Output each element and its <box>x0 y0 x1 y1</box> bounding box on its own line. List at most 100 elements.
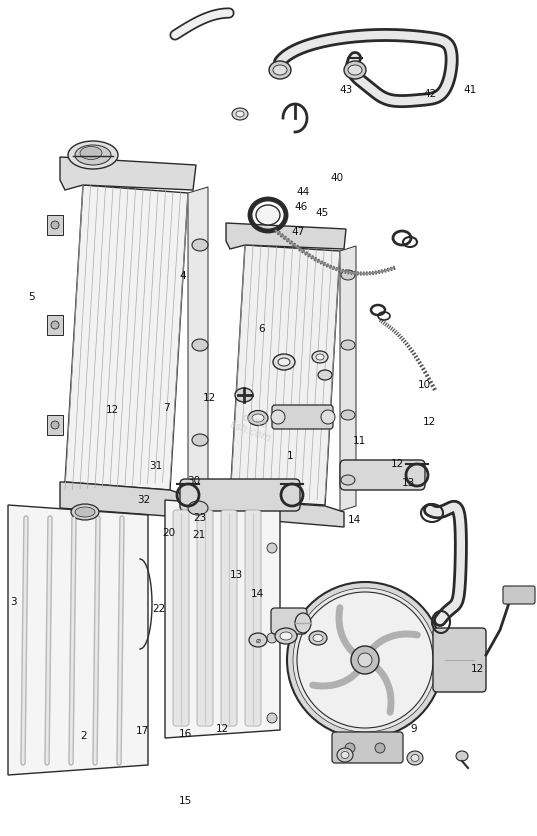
Text: 10: 10 <box>418 380 431 390</box>
Ellipse shape <box>236 111 244 117</box>
FancyBboxPatch shape <box>503 586 535 604</box>
Text: 42: 42 <box>423 89 436 99</box>
Text: 47: 47 <box>292 227 304 237</box>
Polygon shape <box>230 245 340 505</box>
Ellipse shape <box>456 751 468 761</box>
Circle shape <box>287 582 443 738</box>
Ellipse shape <box>256 205 280 225</box>
Text: 12: 12 <box>216 724 229 734</box>
Ellipse shape <box>188 501 208 515</box>
Text: 20: 20 <box>163 528 176 538</box>
FancyBboxPatch shape <box>272 405 333 429</box>
FancyBboxPatch shape <box>180 479 300 511</box>
Polygon shape <box>226 500 344 527</box>
Text: 45: 45 <box>316 208 329 218</box>
FancyBboxPatch shape <box>197 510 213 726</box>
Ellipse shape <box>309 631 327 645</box>
Ellipse shape <box>235 388 253 402</box>
Text: 30: 30 <box>187 476 200 486</box>
Ellipse shape <box>248 410 268 426</box>
Ellipse shape <box>269 61 291 79</box>
Text: 13: 13 <box>230 570 243 580</box>
FancyBboxPatch shape <box>433 628 486 692</box>
Ellipse shape <box>275 628 297 644</box>
Ellipse shape <box>313 635 323 641</box>
Text: 15: 15 <box>179 796 192 806</box>
Ellipse shape <box>271 410 285 424</box>
Polygon shape <box>340 246 356 511</box>
Ellipse shape <box>267 543 277 553</box>
Circle shape <box>293 588 437 732</box>
Text: 1: 1 <box>287 451 293 461</box>
FancyBboxPatch shape <box>221 510 237 726</box>
Ellipse shape <box>80 146 102 160</box>
Text: 22: 22 <box>152 604 165 614</box>
Ellipse shape <box>295 613 311 633</box>
Text: 5: 5 <box>28 292 34 302</box>
Ellipse shape <box>51 221 59 229</box>
Ellipse shape <box>407 751 423 765</box>
Ellipse shape <box>75 507 95 517</box>
Text: 12: 12 <box>106 405 119 415</box>
Text: 31: 31 <box>149 461 162 472</box>
Ellipse shape <box>71 504 99 520</box>
Text: 12: 12 <box>423 417 436 427</box>
Polygon shape <box>47 215 63 235</box>
Ellipse shape <box>273 65 287 75</box>
FancyBboxPatch shape <box>340 460 425 490</box>
Ellipse shape <box>51 421 59 429</box>
Polygon shape <box>60 157 196 190</box>
Ellipse shape <box>341 340 355 350</box>
Polygon shape <box>8 505 148 775</box>
Ellipse shape <box>68 141 118 169</box>
Ellipse shape <box>280 632 292 640</box>
Ellipse shape <box>192 434 208 446</box>
Ellipse shape <box>318 370 332 380</box>
Ellipse shape <box>75 145 111 165</box>
Text: 3: 3 <box>10 597 17 607</box>
Text: 14: 14 <box>251 589 264 599</box>
Text: 4: 4 <box>179 271 186 281</box>
FancyBboxPatch shape <box>271 608 307 634</box>
Text: 2: 2 <box>80 731 86 741</box>
Text: 43: 43 <box>340 85 353 95</box>
Text: 12: 12 <box>391 459 404 469</box>
Ellipse shape <box>337 748 353 762</box>
Text: 21: 21 <box>192 530 205 540</box>
Polygon shape <box>47 415 63 435</box>
Text: 13: 13 <box>402 478 415 488</box>
Ellipse shape <box>192 339 208 351</box>
Ellipse shape <box>344 61 366 79</box>
Text: 44: 44 <box>297 187 310 197</box>
Ellipse shape <box>341 752 349 758</box>
Ellipse shape <box>252 414 264 422</box>
Ellipse shape <box>375 743 385 753</box>
Text: 6: 6 <box>259 324 265 334</box>
Ellipse shape <box>348 65 362 75</box>
Ellipse shape <box>341 270 355 280</box>
Text: 16: 16 <box>179 729 192 739</box>
Ellipse shape <box>345 743 355 753</box>
Ellipse shape <box>316 354 324 360</box>
Circle shape <box>358 653 372 667</box>
Text: ⌀: ⌀ <box>256 635 260 645</box>
Text: 11: 11 <box>353 436 366 446</box>
Ellipse shape <box>341 475 355 485</box>
Polygon shape <box>47 315 63 335</box>
Ellipse shape <box>278 358 290 366</box>
Ellipse shape <box>273 354 295 370</box>
Ellipse shape <box>411 755 419 762</box>
Text: 17: 17 <box>136 726 149 737</box>
Ellipse shape <box>232 108 248 120</box>
Ellipse shape <box>321 410 335 424</box>
Text: 9: 9 <box>410 724 417 734</box>
FancyBboxPatch shape <box>245 510 261 726</box>
FancyBboxPatch shape <box>173 510 189 726</box>
Ellipse shape <box>267 633 277 643</box>
Ellipse shape <box>312 351 328 363</box>
Ellipse shape <box>192 239 208 251</box>
Text: 7: 7 <box>163 403 170 413</box>
FancyBboxPatch shape <box>332 732 403 763</box>
Circle shape <box>297 592 433 728</box>
Ellipse shape <box>341 410 355 420</box>
